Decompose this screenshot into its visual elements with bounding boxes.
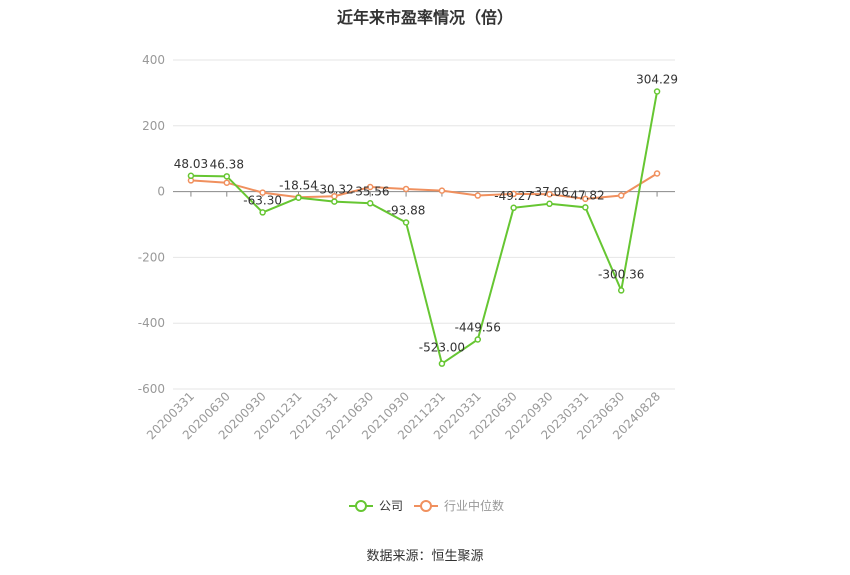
- chart-title: 近年来市盈率情况（倍）: [336, 8, 513, 27]
- industry-data-point: [617, 192, 625, 199]
- data-source: 数据来源：恒生聚源: [366, 549, 484, 564]
- data-label: -18.54: [279, 179, 318, 193]
- data-label: -93.88: [387, 203, 426, 217]
- industry-data-point: [366, 183, 374, 191]
- industry-data-point: [438, 187, 446, 194]
- company-data-point: [617, 287, 625, 294]
- company-data-point: [546, 200, 553, 208]
- company-data-point: [402, 219, 410, 226]
- legend-industry-swatch-marker: [420, 500, 432, 512]
- industry-data-point: [510, 190, 517, 198]
- data-label: 48.03: [174, 157, 208, 171]
- data-label: -523.00: [419, 341, 465, 355]
- company-data-point: [582, 204, 589, 211]
- company-data-point: [259, 209, 266, 216]
- legend-company-label: 公司: [379, 499, 403, 513]
- legend-industry-label: 行业中位数: [444, 498, 504, 513]
- data-label: -300.36: [598, 267, 644, 281]
- y-tick-label: 400: [142, 53, 165, 67]
- company-data-point: [295, 194, 302, 201]
- data-label: -49.27: [494, 189, 533, 203]
- industry-data-point: [653, 170, 661, 177]
- data-label: 46.38: [210, 157, 244, 171]
- y-tick-label: -600: [138, 382, 165, 396]
- y-tick-label: 200: [142, 119, 165, 133]
- y-tick-label: 0: [157, 185, 165, 199]
- y-tick-label: -200: [138, 250, 165, 264]
- company-data-point: [438, 360, 446, 367]
- legend-company-swatch-marker: [355, 500, 367, 512]
- company-data-point: [223, 173, 231, 180]
- industry-data-point: [402, 185, 410, 193]
- data-label: 304.29: [636, 72, 678, 86]
- data-label: -63.30: [243, 193, 282, 207]
- company-data-point: [331, 198, 338, 205]
- industry-series-line: [190, 172, 658, 200]
- industry-data-point: [259, 189, 266, 196]
- industry-data-point: [474, 192, 482, 199]
- data-label: -37.06: [530, 185, 569, 199]
- company-data-point: [187, 172, 195, 180]
- company-series-line: [190, 91, 659, 366]
- industry-data-point: [223, 179, 231, 186]
- data-label: -47.82: [566, 188, 605, 202]
- industry-data-point: [546, 190, 553, 198]
- company-data-point: [653, 88, 661, 95]
- company-data-point: [510, 204, 517, 212]
- company-data-point: [366, 200, 374, 207]
- data-label: -35.56: [351, 184, 390, 198]
- industry-data-point: [582, 195, 589, 203]
- data-label: -449.56: [455, 321, 501, 335]
- data-label: -30.32: [315, 183, 354, 197]
- company-data-point: [474, 336, 482, 343]
- y-tick-label: -400: [138, 316, 165, 330]
